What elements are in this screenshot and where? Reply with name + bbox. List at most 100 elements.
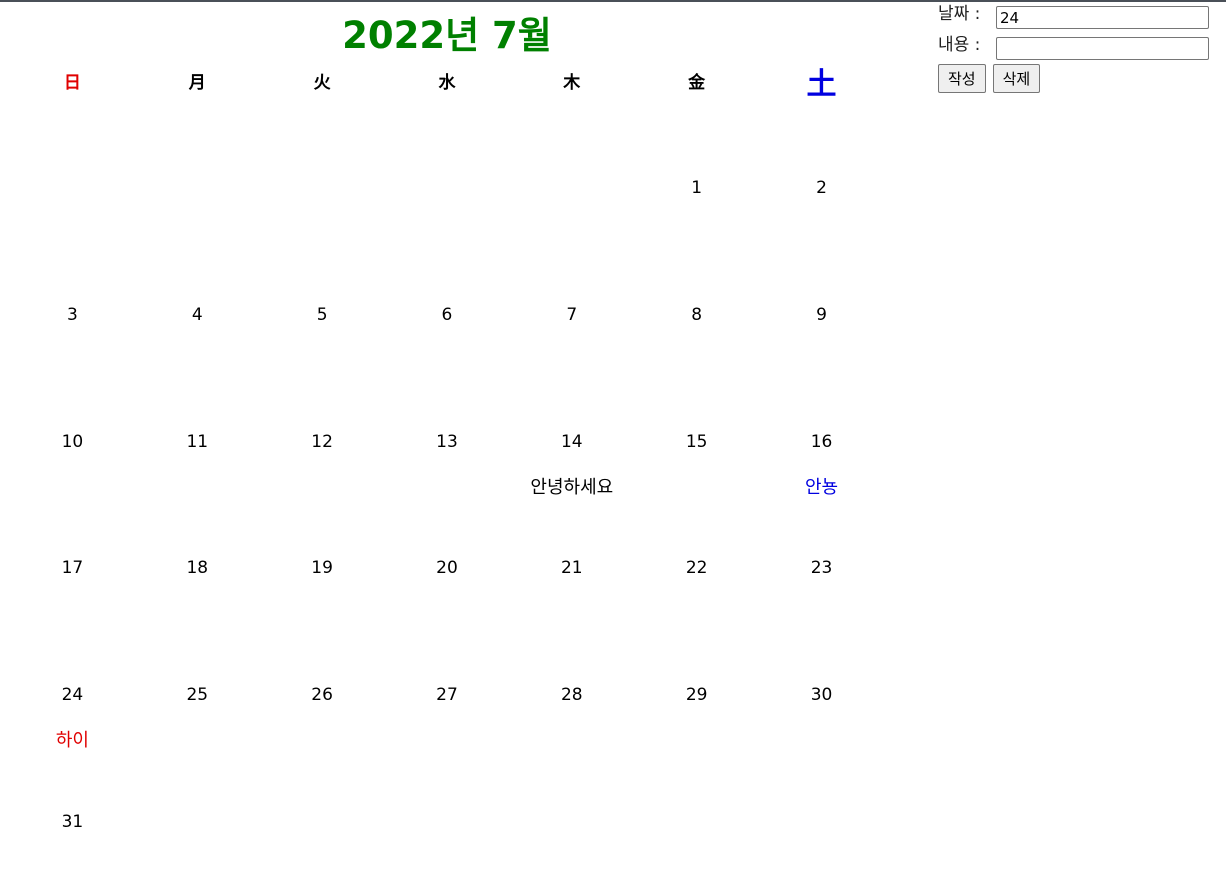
weekday-wed: 水 xyxy=(438,73,456,93)
calendar-title: 2022년 7월 xyxy=(342,14,552,57)
day-memo: 하이 xyxy=(55,730,89,752)
calendar-body: 1 2 3 4 5 6 7 8 9 10 11 12 13 14 안녕하세요 15 16 안뇽 17 18 19 20 21… xyxy=(10,108,884,869)
empty-day-cell xyxy=(135,108,260,235)
day-number: 9 xyxy=(816,304,827,325)
empty-day-cell xyxy=(385,742,510,869)
day-number: 22 xyxy=(685,558,708,579)
weekday-tue: 火 xyxy=(313,73,331,93)
day-number: 5 xyxy=(316,304,328,325)
day-cell[interactable]: 30 xyxy=(759,615,884,742)
day-cell[interactable]: 26 xyxy=(260,615,385,742)
empty-day-cell xyxy=(135,742,260,869)
day-number: 20 xyxy=(436,558,458,579)
empty-day-cell xyxy=(10,108,135,235)
weekday-fri: 金 xyxy=(688,73,706,93)
day-number: 19 xyxy=(311,558,333,579)
day-number: 16 xyxy=(810,431,833,452)
schedule-form: 날짜 : 내용 : 작성 삭제 xyxy=(938,2,1218,93)
day-cell[interactable]: 17 xyxy=(10,488,135,615)
window-top-border xyxy=(0,0,1226,2)
date-input[interactable] xyxy=(996,6,1209,29)
content-row: 내용 : xyxy=(938,33,1218,64)
calendar: 2022년 7월 日 月 火 水 木 金 土 1 2 3 4 5 6 7 8 9 10 11 12 13… xyxy=(10,8,884,869)
day-cell[interactable]: 27 xyxy=(385,615,510,742)
day-number: 25 xyxy=(186,685,209,706)
day-cell[interactable]: 10 xyxy=(10,362,135,489)
day-number: 4 xyxy=(191,304,203,325)
empty-day-cell xyxy=(509,742,634,869)
day-number: 28 xyxy=(560,685,583,706)
day-cell[interactable]: 28 xyxy=(509,615,634,742)
day-cell[interactable]: 19 xyxy=(260,488,385,615)
write-button[interactable]: 작성 xyxy=(938,64,986,93)
day-memo: 안뇽 xyxy=(804,476,839,498)
day-cell[interactable]: 31 xyxy=(10,742,135,869)
day-cell[interactable]: 2 xyxy=(759,108,884,235)
day-cell[interactable]: 15 xyxy=(634,362,759,489)
day-number: 17 xyxy=(61,558,84,579)
calendar-grid: 日 月 火 水 木 金 土 1 2 3 4 5 6 7 8 9 10 11 12 13 14 안녕하세요 15… xyxy=(10,64,884,869)
week-row: 10 11 12 13 14 안녕하세요 15 16 안뇽 xyxy=(10,362,884,498)
day-cell[interactable]: 7 xyxy=(509,235,634,362)
empty-day-cell xyxy=(634,742,759,869)
week-row: 31 xyxy=(10,742,884,869)
day-cell[interactable]: 14 안녕하세요 xyxy=(509,362,634,498)
day-number: 6 xyxy=(441,304,453,325)
day-number: 14 xyxy=(560,431,583,452)
day-number: 31 xyxy=(61,811,84,832)
day-cell[interactable]: 22 xyxy=(634,488,759,615)
day-number: 8 xyxy=(691,304,703,325)
day-number: 12 xyxy=(311,431,333,452)
day-cell[interactable]: 29 xyxy=(634,615,759,742)
day-cell[interactable]: 8 xyxy=(634,235,759,362)
day-number: 24 xyxy=(61,685,84,706)
day-cell[interactable]: 12 xyxy=(260,362,385,489)
day-cell[interactable]: 25 xyxy=(135,615,260,742)
day-cell[interactable]: 1 xyxy=(634,108,759,235)
day-cell[interactable]: 24 하이 xyxy=(10,615,135,751)
day-number: 18 xyxy=(186,558,209,579)
day-number: 29 xyxy=(685,685,708,706)
day-number: 21 xyxy=(560,558,583,579)
day-number: 13 xyxy=(436,431,458,452)
form-buttons: 작성 삭제 xyxy=(938,64,1218,93)
week-row: 24 하이 25 26 27 28 29 30 xyxy=(10,615,884,751)
day-number: 3 xyxy=(67,304,78,325)
day-number: 2 xyxy=(816,178,827,198)
day-cell[interactable]: 3 xyxy=(10,235,135,362)
day-number: 26 xyxy=(311,685,333,706)
day-cell[interactable]: 6 xyxy=(385,235,510,362)
day-cell[interactable]: 16 안뇽 xyxy=(759,362,884,498)
day-cell[interactable]: 11 xyxy=(135,362,260,489)
content-input[interactable] xyxy=(996,37,1209,60)
date-row: 날짜 : xyxy=(938,2,1218,33)
weekday-thu: 木 xyxy=(563,73,581,93)
week-row: 17 18 19 20 21 22 23 xyxy=(10,488,884,615)
empty-day-cell xyxy=(509,108,634,235)
day-number: 11 xyxy=(186,431,209,452)
empty-day-cell xyxy=(385,108,510,235)
delete-button[interactable]: 삭제 xyxy=(992,64,1041,93)
day-cell[interactable]: 9 xyxy=(759,235,884,362)
day-number: 15 xyxy=(685,431,708,452)
day-cell[interactable]: 18 xyxy=(135,488,260,615)
day-number: 23 xyxy=(810,558,833,579)
day-memo: 안녕하세요 xyxy=(530,476,614,498)
day-cell[interactable]: 20 xyxy=(385,488,510,615)
empty-day-cell xyxy=(260,742,385,869)
day-cell[interactable]: 13 xyxy=(385,362,510,489)
day-cell[interactable]: 23 xyxy=(759,488,884,615)
weekday-sat: 土 xyxy=(806,67,837,102)
week-row: 3 4 5 6 7 8 9 xyxy=(10,235,884,362)
content-label: 내용 : xyxy=(938,34,981,55)
empty-day-cell xyxy=(759,742,884,869)
day-number: 27 xyxy=(436,685,458,706)
day-number: 1 xyxy=(691,178,703,198)
day-number: 30 xyxy=(810,685,833,706)
day-cell[interactable]: 4 xyxy=(135,235,260,362)
day-cell[interactable]: 21 xyxy=(509,488,634,615)
day-number: 7 xyxy=(566,304,578,325)
date-label: 날짜 : xyxy=(938,3,981,24)
day-cell[interactable]: 5 xyxy=(260,235,385,362)
